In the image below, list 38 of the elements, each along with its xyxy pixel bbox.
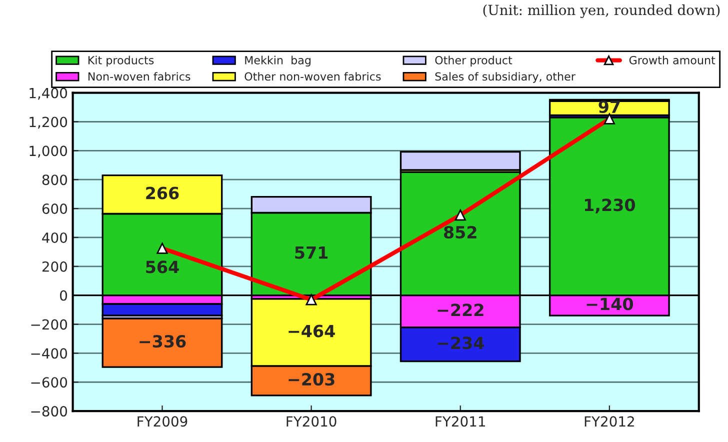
y-tick-label: 200 (42, 261, 68, 272)
legend-label: Growth amount (629, 56, 716, 64)
x-tick-label: FY2012 (584, 416, 634, 427)
bar (400, 151, 521, 171)
text: (Unit: million yen, rounded down) (483, 4, 720, 18)
data-label: −203 (288, 372, 334, 386)
data-label: −464 (288, 324, 335, 338)
y-tick-label: 1,400 (30, 88, 68, 100)
legend-label: Other non-woven fabrics (244, 72, 381, 81)
legend-label: Kit products (88, 56, 154, 67)
legend-label: Other product (435, 56, 512, 67)
data-label: 571 (295, 246, 328, 259)
x-tick-label: FY2011 (436, 416, 485, 427)
data-label: 266 (146, 186, 179, 200)
legend-label: Mekkin bag (245, 56, 310, 67)
y-tick-label: −800 (31, 406, 68, 417)
data-label: 564 (146, 260, 179, 274)
legend-label: Non-woven fabrics (88, 72, 190, 81)
data-label: −234 (438, 336, 484, 350)
x-tick-label: FY2010 (286, 416, 336, 427)
data-label: 97 (598, 100, 620, 114)
legend-label: Sales of subsidiary, other (435, 72, 576, 83)
y-tick-label: 800 (42, 174, 68, 186)
data-label: −140 (586, 298, 634, 310)
x-tick-label: FY2009 (138, 416, 188, 427)
y-tick-label: 1,200 (30, 116, 68, 129)
y-tick-label: 1,000 (30, 146, 68, 158)
y-tick-label: 600 (42, 204, 68, 214)
data-label: −336 (140, 335, 186, 348)
data-label: −222 (438, 304, 484, 316)
y-tick-label: −600 (31, 377, 68, 388)
y-tick-label: 0 (60, 290, 68, 301)
y-tick-label: −400 (31, 348, 68, 359)
y-tick-label: 400 (42, 232, 68, 243)
data-label: 852 (444, 226, 476, 239)
data-label: 1,230 (584, 198, 636, 214)
y-tick-label: −200 (31, 319, 68, 330)
bar (102, 318, 223, 368)
